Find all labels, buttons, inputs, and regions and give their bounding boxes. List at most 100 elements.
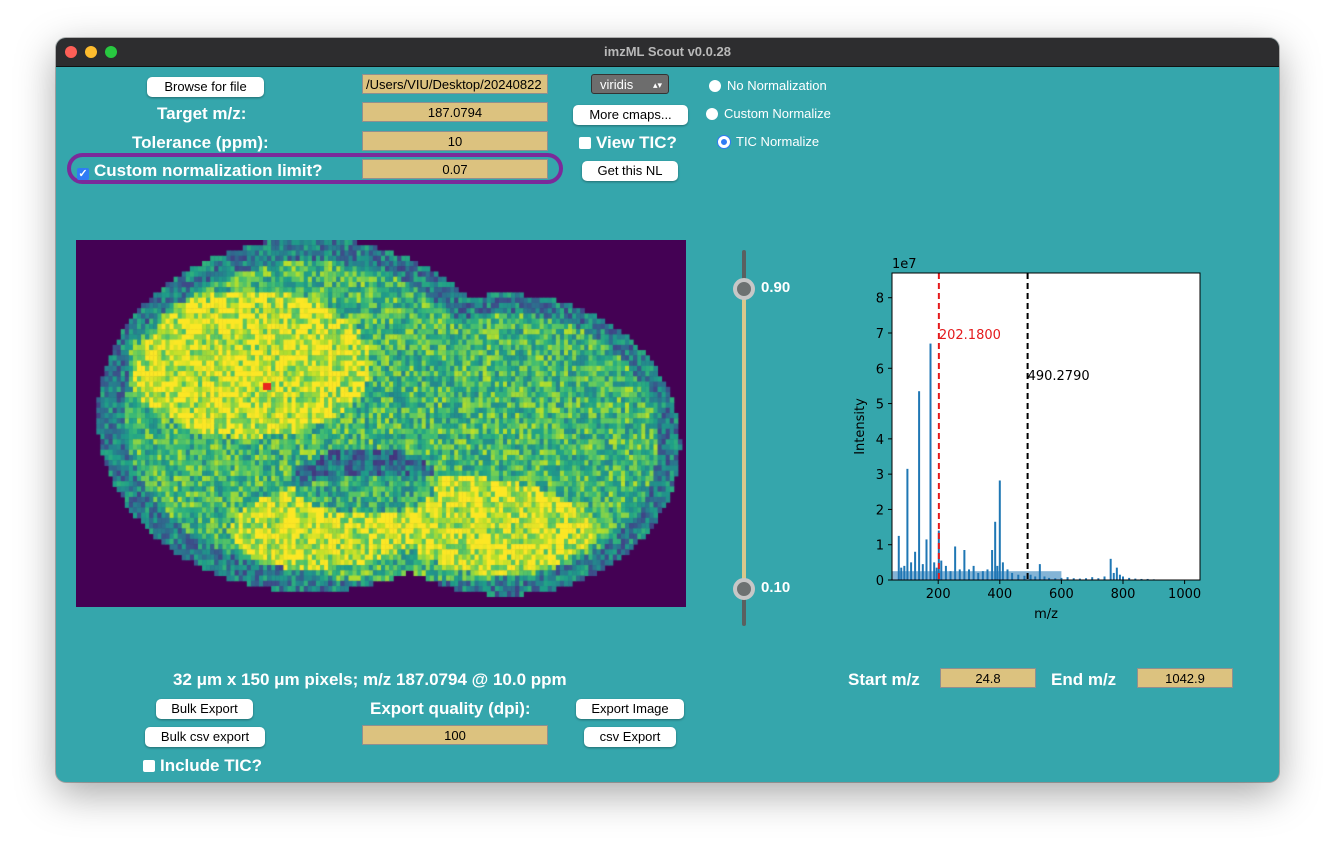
colormap-select[interactable]: viridis ▴▾ <box>591 74 669 94</box>
slider-track-fill <box>742 290 746 587</box>
ion-image-heatmap[interactable] <box>76 240 686 607</box>
marker-label: 490.2790 <box>1028 369 1090 384</box>
spectrum-bar <box>906 468 909 580</box>
spectrum-bar <box>1115 567 1118 580</box>
radio-label: No Normalization <box>727 78 827 93</box>
custom-nl-label: Custom normalization limit? <box>94 161 323 180</box>
spectrum-bar <box>1066 577 1069 580</box>
y-tick-label: 1 <box>876 539 884 554</box>
radio-label: TIC Normalize <box>736 134 820 149</box>
view-tic-checkbox[interactable]: View TIC? <box>579 133 677 153</box>
bulk-csv-export-button[interactable]: Bulk csv export <box>145 727 265 747</box>
dpi-input[interactable]: 100 <box>362 725 548 745</box>
custom-nl-input[interactable]: 0.07 <box>362 159 548 179</box>
start-mz-label: Start m/z <box>848 670 920 689</box>
y-tick-label: 0 <box>876 574 884 589</box>
spectrum-bar <box>940 560 943 580</box>
spectrum-chart[interactable]: 202.1800 490.2790 200 400 600 800 1000 0 1 2 3 4 5 6 7… <box>842 247 1212 632</box>
radio-custom-normalize[interactable]: Custom Normalize <box>706 106 831 121</box>
x-tick-label: 400 <box>987 587 1012 602</box>
select-arrows-icon: ▴▾ <box>652 80 662 90</box>
csv-export-button[interactable]: csv Export <box>584 727 676 747</box>
x-tick-label: 800 <box>1111 587 1136 602</box>
checkmark-icon: ✓ <box>77 168 89 180</box>
y-tick-label: 5 <box>876 398 884 413</box>
spectrum-bar <box>1078 578 1081 580</box>
spectrum-bar <box>954 546 957 580</box>
marker-label: 202.1800 <box>939 328 1001 343</box>
tolerance-input[interactable]: 10 <box>362 131 548 151</box>
spectrum-bar <box>963 550 966 580</box>
end-mz-input[interactable]: 1042.9 <box>1137 668 1233 688</box>
target-mz-input[interactable]: 187.0794 <box>362 102 548 122</box>
close-window-icon[interactable] <box>65 46 77 58</box>
app-window: imzML Scout v0.0.28 Browse for file /Use… <box>56 38 1279 782</box>
spectrum-bar <box>1072 578 1075 580</box>
y-tick-label: 7 <box>876 327 884 342</box>
plot-area <box>892 273 1200 580</box>
spectrum-bar <box>994 521 997 580</box>
slider-high-handle[interactable] <box>733 278 755 300</box>
spectrum-bar <box>914 551 917 580</box>
y-tick-label: 3 <box>876 468 884 483</box>
slider-high-value: 0.90 <box>761 279 791 296</box>
y-axis-label: Intensity <box>853 398 868 455</box>
custom-nl-checkbox[interactable]: ✓ Custom normalization limit? <box>77 161 323 181</box>
spectrum-bar <box>1112 572 1115 580</box>
spectrum-bar <box>1109 558 1112 580</box>
minimize-window-icon[interactable] <box>85 46 97 58</box>
export-quality-label: Export quality (dpi): <box>370 699 531 718</box>
view-tic-label: View TIC? <box>596 133 677 152</box>
spectrum-bar <box>925 539 928 580</box>
pixel-info-text: 32 μm x 150 μm pixels; m/z 187.0794 @ 10… <box>173 670 567 689</box>
slider-low-handle[interactable] <box>733 578 755 600</box>
x-tick-label: 200 <box>926 587 951 602</box>
radio-icon <box>709 80 721 92</box>
y-tick-label: 6 <box>876 362 884 377</box>
tolerance-label: Tolerance (ppm): <box>132 133 269 152</box>
x-tick-label: 1000 <box>1168 587 1201 602</box>
zoom-window-icon[interactable] <box>105 46 117 58</box>
x-axis-label: m/z <box>1034 607 1058 622</box>
spectrum-bar <box>1060 577 1063 580</box>
spectrum-bar <box>918 391 921 580</box>
end-mz-label: End m/z <box>1051 670 1117 689</box>
spectrum-baseline-bars <box>892 571 1062 580</box>
y-tick-label: 4 <box>876 433 884 448</box>
file-path-field[interactable]: /Users/VIU/Desktop/20240822 <box>362 74 548 94</box>
checkbox-icon <box>579 137 591 149</box>
include-tic-checkbox[interactable]: Include TIC? <box>143 756 262 776</box>
plot-frame <box>891 272 1201 581</box>
radio-icon <box>706 108 718 120</box>
radio-tic-normalize[interactable]: TIC Normalize <box>718 134 819 149</box>
spectrum-bar <box>1103 576 1106 580</box>
spectrum-bar <box>1097 578 1100 580</box>
spectrum-bar <box>897 535 900 580</box>
slider-low-value: 0.10 <box>761 579 791 596</box>
main-content: Browse for file /Users/VIU/Desktop/20240… <box>56 67 1279 782</box>
spectrum-bar <box>929 343 932 580</box>
target-mz-label: Target m/z: <box>157 104 247 123</box>
export-image-button[interactable]: Export Image <box>576 699 684 719</box>
y-tick-label: 8 <box>876 292 884 307</box>
radio-selected-icon <box>718 136 730 148</box>
spectrum-bar <box>1134 578 1137 580</box>
y-scale-label: 1e7 <box>892 257 917 272</box>
checkbox-icon <box>143 760 155 772</box>
start-mz-input[interactable]: 24.8 <box>940 668 1036 688</box>
highlight-ring <box>67 153 563 184</box>
spectrum-bar <box>1140 578 1143 580</box>
more-cmaps-button[interactable]: More cmaps... <box>573 105 688 125</box>
window-title: imzML Scout v0.0.28 <box>604 44 731 59</box>
title-bar: imzML Scout v0.0.28 <box>56 38 1279 67</box>
include-tic-label: Include TIC? <box>160 756 262 775</box>
radio-no-normalization[interactable]: No Normalization <box>709 78 827 93</box>
bulk-export-button[interactable]: Bulk Export <box>156 699 253 719</box>
x-tick-label: 600 <box>1049 587 1074 602</box>
spectrum-bar <box>1118 574 1121 580</box>
spectrum-bar <box>998 480 1001 580</box>
spectrum-bar <box>1085 578 1088 580</box>
y-tick-label: 2 <box>876 503 884 518</box>
browse-file-button[interactable]: Browse for file <box>147 77 264 97</box>
get-this-nl-button[interactable]: Get this NL <box>582 161 678 181</box>
